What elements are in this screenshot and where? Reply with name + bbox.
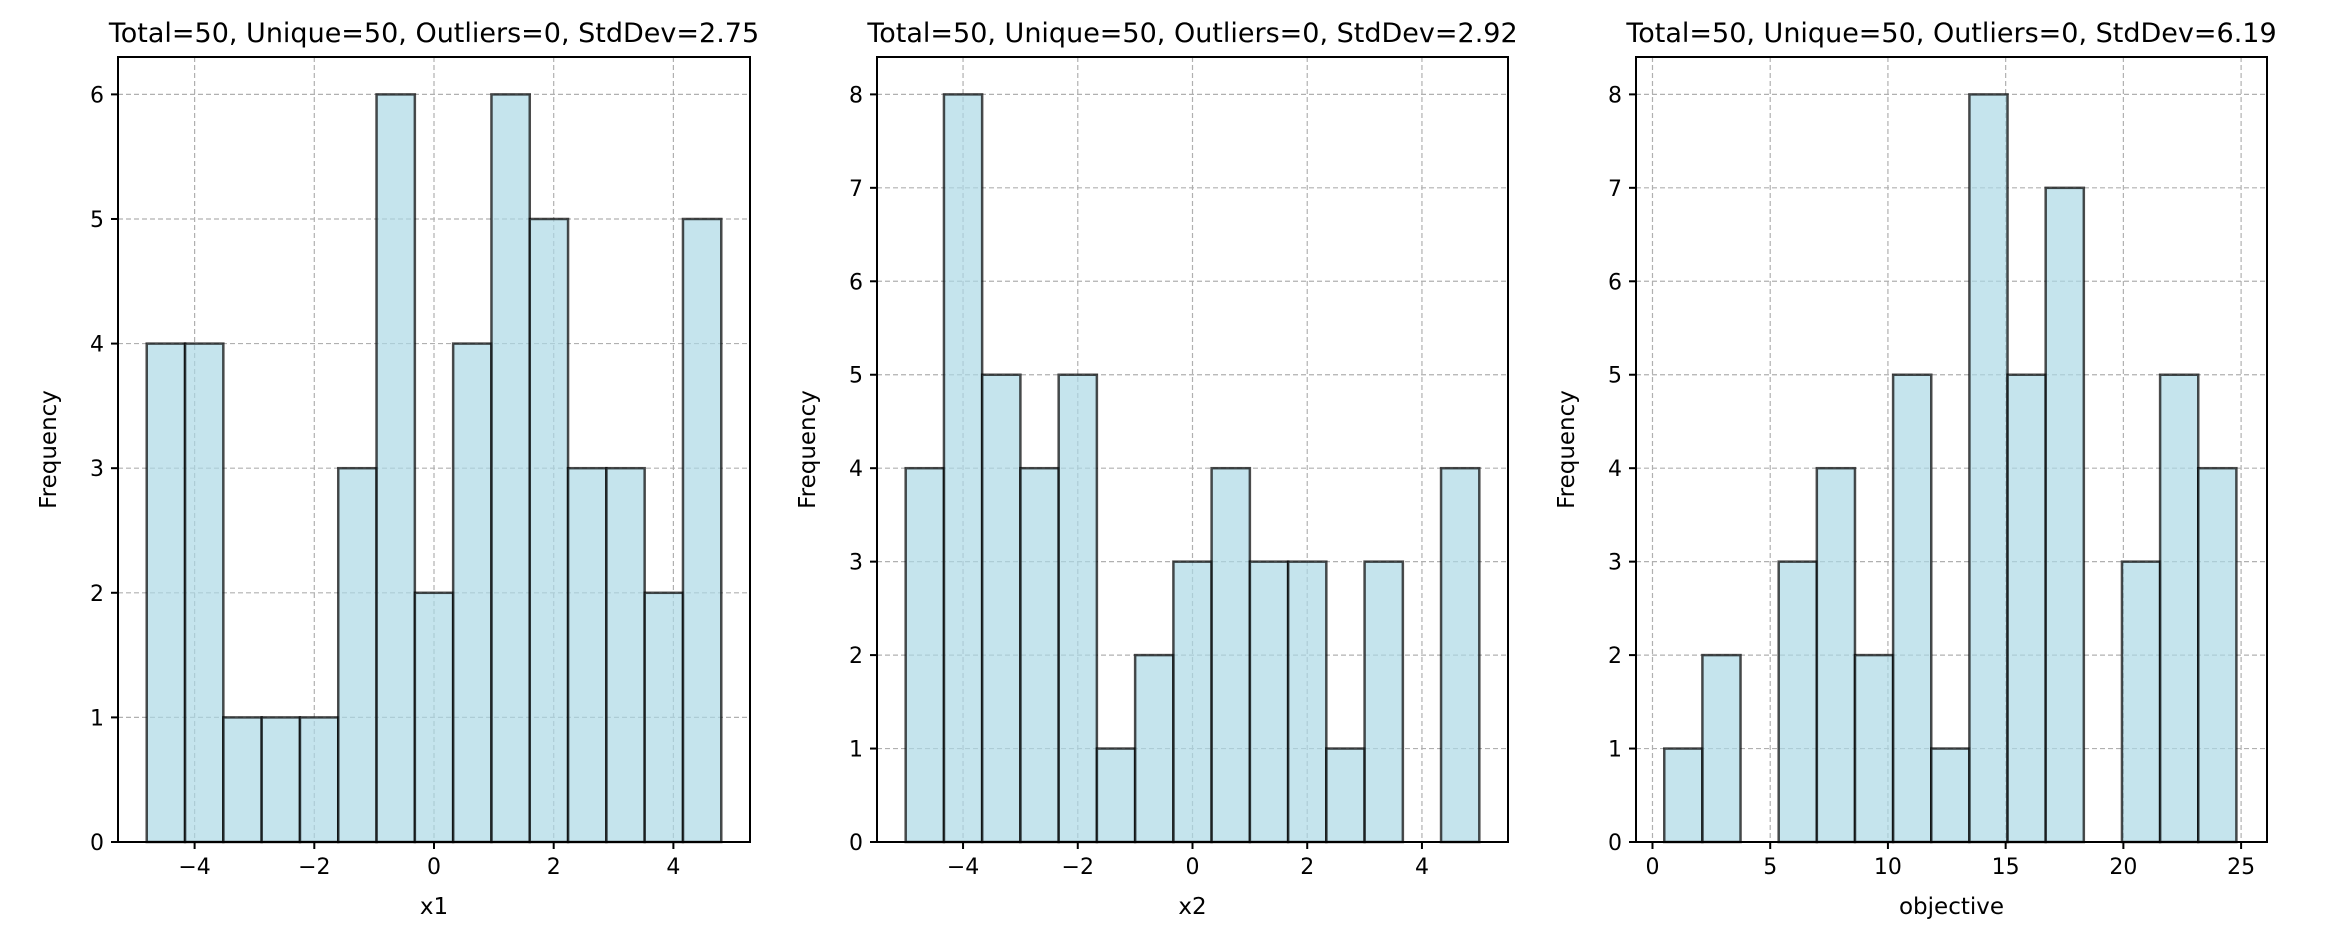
histogram-bar	[451, 342, 493, 844]
histogram-bar	[681, 217, 723, 844]
y-tick-label: 3	[849, 551, 863, 576]
x-tick-label: 25	[2227, 855, 2255, 880]
y-axis-label: Frequency	[36, 390, 62, 509]
x-tick-label: 0	[1186, 855, 1200, 880]
y-tick-label: 0	[1608, 831, 1622, 856]
histogram-bar	[1891, 373, 1933, 844]
y-tick-label: 6	[90, 83, 104, 108]
y-tick-label: 2	[1608, 644, 1622, 669]
x-tick-label: 4	[1415, 855, 1429, 880]
histogram-bar	[2006, 373, 2047, 844]
histogram-bar	[336, 466, 378, 844]
histogram-bar	[643, 591, 685, 844]
histogram-bar	[1363, 560, 1405, 844]
histogram-panel-2: −4 −2 0 2 4 0 1 2 3 4 5 6 7 8 x2 Frequency Total=50, Uni…	[795, 18, 1518, 920]
chart-title: Total=50, Unique=50, Outliers=0, StdDev=…	[108, 18, 759, 49]
histogram-bar	[566, 466, 608, 844]
x-axis-label: objective	[1899, 894, 2004, 920]
histogram-panel-3: 0 5 10 15 20 25 0 1 2 3 4 5 6 7 8 objective Frequency Tot…	[1554, 18, 2277, 920]
x-tick-label: −2	[1062, 855, 1094, 880]
histogram-bar	[1172, 560, 1213, 844]
histogram-bar	[605, 466, 646, 844]
histogram-panel-1: −4 −2 0 2 4 0 1 2 3 4 5 6 x1 Frequency Total=50, Uniqu…	[36, 18, 759, 920]
x-tick-label: 5	[1763, 855, 1777, 880]
histogram-bar	[260, 716, 302, 844]
x-tick-label: 2	[547, 855, 561, 880]
y-tick-label: 4	[90, 333, 104, 358]
histogram-bar	[528, 217, 570, 844]
histogram-bar	[413, 591, 455, 844]
y-tick-label: 2	[849, 644, 863, 669]
y-tick-label: 8	[1608, 83, 1622, 108]
histogram-bar	[1815, 466, 1857, 844]
y-tick-label: 0	[849, 831, 863, 856]
axes-frame	[1635, 56, 2268, 843]
y-tick-label: 3	[1608, 551, 1622, 576]
histogram-bar	[1019, 466, 1060, 844]
y-axis-label: Frequency	[1554, 390, 1580, 509]
histogram-bar	[2044, 186, 2086, 844]
chart-title: Total=50, Unique=50, Outliers=0, StdDev=…	[1625, 18, 2276, 49]
histogram-bar	[1248, 560, 1290, 844]
histogram-bar	[1286, 560, 1328, 844]
histogram-bar	[375, 93, 417, 844]
chart-title: Total=50, Unique=50, Outliers=0, StdDev=…	[866, 18, 1517, 49]
y-tick-label: 5	[90, 208, 104, 233]
histogram-bar	[1133, 653, 1175, 844]
y-tick-label: 4	[849, 457, 863, 482]
y-axis-label: Frequency	[795, 390, 821, 509]
y-tick-label: 7	[1608, 177, 1622, 202]
y-tick-label: 4	[1608, 457, 1622, 482]
y-tick-label: 5	[849, 364, 863, 389]
x-tick-label: 4	[666, 855, 680, 880]
histogram-bar	[2158, 373, 2200, 844]
histogram-bar	[1057, 373, 1099, 844]
x-tick-label: −4	[178, 855, 210, 880]
histogram-bar	[980, 373, 1022, 844]
histogram-bar	[1095, 747, 1137, 844]
y-tick-label: 5	[1608, 364, 1622, 389]
x-axis-label: x1	[420, 894, 448, 920]
histogram-bar	[904, 466, 946, 844]
y-tick-label: 8	[849, 83, 863, 108]
histogram-bar	[1777, 560, 1819, 844]
histogram-bar	[145, 342, 187, 844]
y-tick-label: 1	[849, 738, 863, 763]
x-tick-label: −2	[298, 855, 330, 880]
histogram-bar	[1325, 747, 1366, 844]
histogram-bar	[2196, 466, 2238, 844]
y-tick-label: 2	[90, 582, 104, 607]
x-tick-label: 0	[1645, 855, 1659, 880]
y-tick-label: 7	[849, 177, 863, 202]
histogram-bar	[1968, 93, 2009, 844]
histogram-bar	[490, 93, 532, 844]
histogram-bar	[1210, 466, 1252, 844]
x-tick-label: 20	[2109, 855, 2137, 880]
y-tick-label: 1	[90, 706, 104, 731]
histogram-bar	[298, 716, 340, 844]
histogram-bar	[2120, 560, 2162, 844]
x-tick-label: 2	[1300, 855, 1314, 880]
x-axis-label: x2	[1178, 894, 1206, 920]
x-tick-label: −4	[947, 855, 979, 880]
x-tick-label: 15	[1992, 855, 2020, 880]
histogram-bar	[183, 342, 225, 844]
y-tick-label: 6	[849, 270, 863, 295]
histogram-bar	[1701, 653, 1742, 844]
y-tick-label: 6	[1608, 270, 1622, 295]
histogram-bar	[942, 93, 984, 844]
y-tick-label: 3	[90, 457, 104, 482]
histogram-bar	[1853, 653, 1895, 844]
x-tick-label: 10	[1874, 855, 1902, 880]
x-tick-label: 0	[427, 855, 441, 880]
histogram-bar	[222, 716, 263, 844]
y-tick-label: 0	[90, 831, 104, 856]
histogram-bar	[1930, 747, 1971, 844]
histogram-bar	[1439, 466, 1481, 844]
y-tick-label: 1	[1608, 738, 1622, 763]
histogram-bar	[1663, 747, 1704, 844]
